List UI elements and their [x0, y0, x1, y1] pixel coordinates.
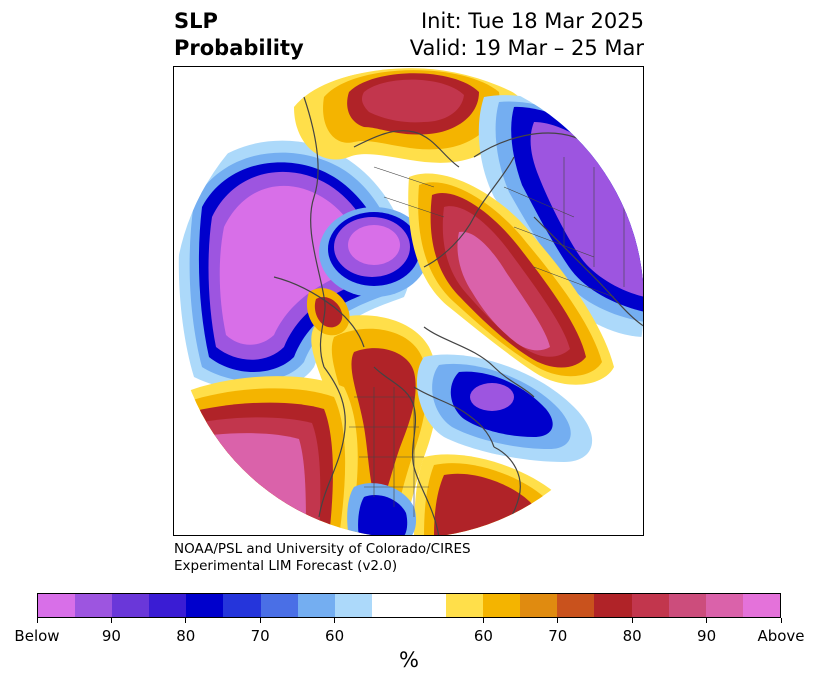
- colorbar-label: 70: [250, 627, 270, 645]
- high-top: [294, 68, 521, 163]
- colorbar-tick: [334, 618, 336, 623]
- polar-map: [173, 66, 644, 536]
- high-namerica: [306, 288, 438, 535]
- low-atlantic: [416, 354, 593, 462]
- colorbar-label: Above: [757, 627, 805, 645]
- title-variable: SLP: [174, 9, 218, 33]
- colorbar-swatch: [371, 594, 409, 617]
- map-title: SLP Probability: [174, 8, 304, 62]
- colorbar-swatch: [483, 594, 521, 617]
- colorbar-tick: [259, 618, 261, 623]
- colorbar-tick: [706, 618, 708, 623]
- colorbar-swatch: [742, 594, 780, 617]
- colorbar-tick: [482, 618, 484, 623]
- colorbar-tick: [110, 618, 112, 623]
- colorbar-unit: %: [399, 648, 419, 672]
- credit: NOAA/PSL and University of Colorado/CIRE…: [174, 541, 471, 575]
- colorbar-tick: [631, 618, 633, 623]
- colorbar-swatch: [149, 594, 187, 617]
- colorbar-swatch: [223, 594, 261, 617]
- colorbar-swatch: [186, 594, 224, 617]
- probability-map: [174, 68, 643, 535]
- colorbar-swatch: [520, 594, 558, 617]
- colorbar-tick: [185, 618, 187, 623]
- colorbar-label: Below: [14, 627, 60, 645]
- colorbar-label: 70: [548, 627, 568, 645]
- colorbar-tick: [36, 618, 38, 623]
- high-centre: [408, 173, 614, 385]
- high-pacific: [174, 376, 358, 535]
- borders: [349, 157, 625, 517]
- colorbar-label: 90: [697, 627, 717, 645]
- colorbar-tick: [557, 618, 559, 623]
- forecast-dates: Init: Tue 18 Mar 2025 Valid: 19 Mar – 25…: [410, 8, 644, 62]
- colorbar-swatch: [631, 594, 669, 617]
- credit-line-1: NOAA/PSL and University of Colorado/CIRE…: [174, 541, 471, 557]
- init-date: Init: Tue 18 Mar 2025: [420, 9, 644, 33]
- colorbar-swatch: [557, 594, 595, 617]
- low-arctic: [319, 207, 429, 297]
- colorbar-swatch: [668, 594, 706, 617]
- colorbar-tick: [780, 618, 782, 623]
- colorbar-label: 60: [473, 627, 493, 645]
- low-pacific: [178, 140, 411, 391]
- credit-line-2: Experimental LIM Forecast (v2.0): [174, 558, 398, 574]
- colorbar-swatch: [705, 594, 743, 617]
- low-south: [347, 483, 417, 535]
- colorbar-label: 80: [622, 627, 642, 645]
- shade-strong: [219, 185, 361, 345]
- colorbar-label: 90: [101, 627, 121, 645]
- colorbar-swatch: [112, 594, 150, 617]
- colorbar-swatch: [334, 594, 372, 617]
- colorbar-swatch: [260, 594, 298, 617]
- colorbar-label: 80: [176, 627, 196, 645]
- pole-marker: [404, 298, 414, 308]
- title-quantity: Probability: [174, 36, 304, 60]
- valid-range: Valid: 19 Mar – 25 Mar: [409, 36, 644, 60]
- colorbar: [37, 593, 781, 618]
- colorbar-swatch: [75, 594, 113, 617]
- colorbar-swatch: [594, 594, 632, 617]
- colorbar-swatch: [297, 594, 335, 617]
- colorbar-swatch: [38, 594, 76, 617]
- colorbar-swatch: [408, 594, 447, 617]
- colorbar-label: 60: [325, 627, 345, 645]
- colorbar-swatch: [446, 594, 484, 617]
